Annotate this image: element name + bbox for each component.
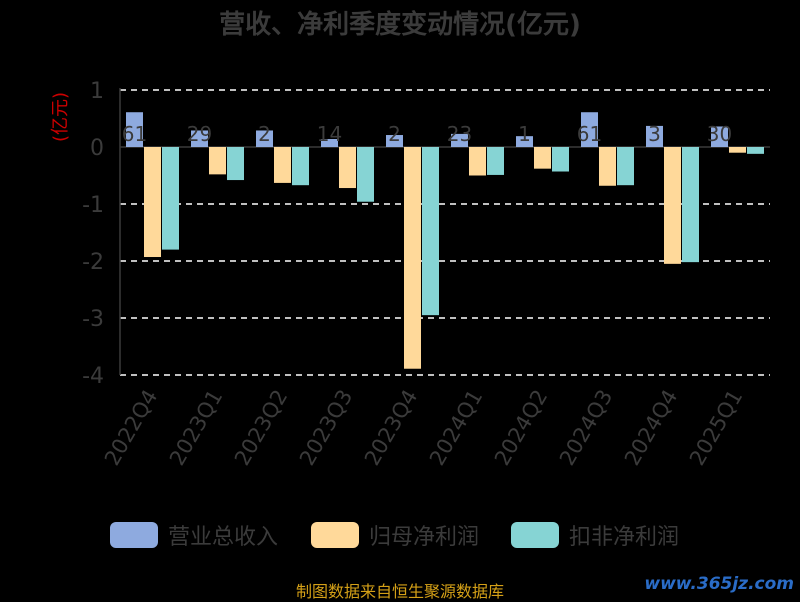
- bar-data-label: 29: [187, 122, 212, 146]
- bar: [144, 147, 161, 258]
- bar: [386, 135, 403, 147]
- watermark: www.365jz.com: [644, 574, 794, 594]
- legend-item-net-profit[interactable]: 归母净利润: [311, 517, 479, 553]
- labels: 61 29 2 14 2 23 1 61 3 30: [122, 122, 732, 146]
- y-tick-label: 1: [90, 79, 104, 104]
- bar: [126, 112, 143, 147]
- bar-data-label: 2: [258, 122, 271, 146]
- y-tick-label: -2: [82, 250, 104, 275]
- y-tick-label: -1: [82, 193, 104, 218]
- bar: [711, 126, 728, 147]
- bar: [321, 139, 338, 147]
- bar-data-label: 2: [388, 122, 401, 146]
- y-tick-label: 0: [90, 136, 104, 161]
- bar: [191, 130, 208, 147]
- legend-swatch-revenue: [110, 522, 158, 548]
- x-tick-label: 2024Q1: [425, 386, 487, 470]
- bar-data-label: 61: [122, 122, 147, 146]
- source-note: 制图数据来自恒生聚源数据库: [295, 582, 504, 601]
- x-tick-label: 2023Q1: [165, 386, 227, 470]
- bar-data-label: 23: [447, 122, 472, 146]
- bar: [682, 147, 699, 263]
- bars: [126, 112, 764, 369]
- bar: [729, 147, 746, 153]
- bar: [162, 147, 179, 250]
- bar: [599, 147, 616, 186]
- bar: [292, 147, 309, 186]
- legend-label-net-profit: 归母净利润: [369, 525, 480, 550]
- chart-title: 营收、净利季度变动情况(亿元): [219, 10, 581, 40]
- x-tick-label: 2023Q3: [295, 386, 357, 470]
- x-tick-label: 2025Q1: [685, 386, 747, 470]
- x-tick-label: 2022Q4: [100, 386, 162, 470]
- bar-data-label: 61: [577, 122, 602, 146]
- bar: [274, 147, 291, 183]
- bar: [357, 147, 374, 202]
- bar: [451, 133, 468, 147]
- x-tick-label: 2023Q4: [360, 386, 422, 470]
- legend-swatch-net-profit: [311, 522, 359, 548]
- legend-item-deducted-profit[interactable]: 扣非净利润: [511, 517, 679, 553]
- bar: [487, 147, 504, 175]
- bar-data-label: 30: [707, 122, 732, 146]
- bar: [617, 147, 634, 186]
- x-tick-label: 2023Q2: [230, 386, 292, 470]
- bar: [469, 147, 486, 176]
- y-tick-label: -4: [82, 364, 104, 389]
- legend: 营业总收入 归母净利润 扣非净利润: [0, 517, 800, 553]
- bar: [209, 147, 226, 175]
- bar-data-label: 1: [518, 122, 531, 146]
- legend-swatch-deducted-profit: [511, 522, 559, 548]
- legend-label-deducted-profit: 扣非净利润: [569, 525, 680, 550]
- bar: [256, 130, 273, 147]
- bar-data-label: 3: [648, 122, 661, 146]
- bar: [422, 147, 439, 316]
- legend-label-revenue: 营业总收入: [168, 525, 279, 550]
- bar: [227, 147, 244, 181]
- y-tick-label: -3: [82, 307, 104, 332]
- bar: [339, 147, 356, 189]
- bar: [534, 147, 551, 169]
- bar: [552, 147, 569, 172]
- x-tick-label: 2024Q3: [555, 386, 617, 470]
- bar: [404, 147, 421, 369]
- x-tick-label: 2024Q4: [620, 386, 682, 470]
- y-axis-label: (亿元): [50, 92, 71, 142]
- bar: [516, 136, 533, 147]
- bar: [664, 147, 681, 264]
- bar: [646, 125, 663, 147]
- bar: [747, 147, 764, 154]
- grid-lines: [120, 89, 770, 376]
- bar: [581, 112, 598, 147]
- x-tick-label: 2024Q2: [490, 386, 552, 470]
- legend-item-revenue[interactable]: 营业总收入: [110, 517, 278, 553]
- bar-data-label: 14: [317, 122, 342, 146]
